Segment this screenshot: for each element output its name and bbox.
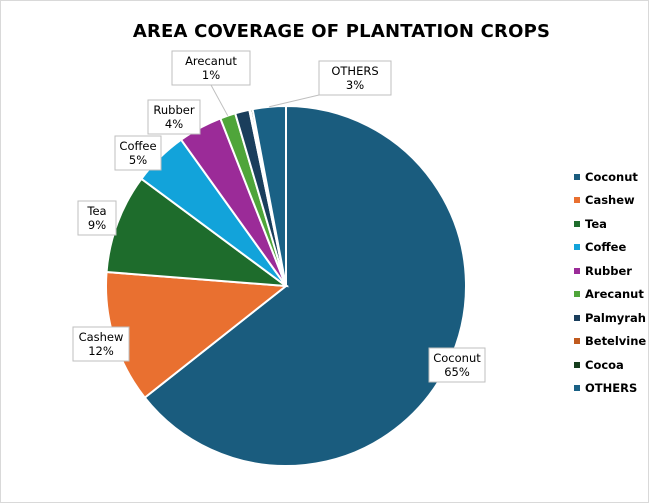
pie-slices [105, 104, 467, 467]
legend-item-tea: Tea [574, 212, 646, 236]
data-label-box [72, 326, 130, 362]
legend-item-rubber: Rubber [574, 259, 646, 283]
data-label-box [428, 347, 486, 383]
pie-slice-tea [105, 177, 290, 288]
leader-line-arecanut [210, 84, 229, 116]
data-label-percent: 4% [165, 117, 183, 131]
legend-swatch [574, 267, 580, 274]
legend-label: Cashew [585, 193, 635, 208]
legend-swatch [574, 173, 580, 180]
legend-label: Rubber [585, 263, 632, 278]
legend-item-arecanut: Arecanut [574, 283, 646, 307]
data-label-percent: 12% [88, 344, 114, 358]
leader-lines [210, 84, 320, 116]
legend-label: Coconut [585, 169, 638, 184]
data-label-name: Coconut [433, 351, 481, 365]
data-label-percent: 9% [88, 218, 106, 232]
legend-label: Cocoa [585, 357, 624, 372]
data-label-box [114, 135, 162, 171]
legend-label: Palmyrah [585, 310, 646, 325]
data-label-box [318, 60, 392, 96]
legend-label: Arecanut [585, 287, 644, 302]
data-labels: Coconut65%Cashew12%Tea9%Coffee5%Rubber4%… [72, 50, 486, 383]
legend-swatch [574, 338, 580, 345]
legend-swatch [574, 291, 580, 298]
legend-label: Betelvine [585, 334, 647, 349]
data-label-name: Tea [86, 204, 106, 218]
legend-label: OTHERS [585, 381, 638, 396]
data-label-name: Arecanut [185, 54, 237, 68]
data-label-box [171, 50, 251, 86]
legend-swatch [574, 361, 580, 368]
data-label-percent: 1% [202, 68, 220, 82]
pie-slice-others [251, 104, 287, 287]
legend-item-betelvine: Betelvine [574, 330, 646, 354]
data-label-box [77, 200, 117, 236]
legend-item-palmyrah: Palmyrah [574, 306, 646, 330]
leader-line-others [269, 94, 320, 108]
data-label-name: Cashew [79, 330, 124, 344]
legend-swatch [574, 220, 580, 227]
legend-item-others: OTHERS [574, 377, 646, 401]
data-label-percent: 3% [346, 78, 364, 92]
legend-label: Tea [585, 216, 607, 231]
legend-item-coconut: Coconut [574, 165, 646, 189]
data-label-name: Coffee [119, 139, 156, 153]
legend-swatch [574, 385, 580, 392]
legend-swatch [574, 314, 580, 321]
legend-item-coffee: Coffee [574, 236, 646, 260]
data-label-name: Rubber [153, 103, 194, 117]
data-label-box [147, 99, 201, 135]
chart-title: AREA COVERAGE OF PLANTATION CROPS [132, 21, 551, 42]
data-label-name: OTHERS [331, 64, 378, 78]
legend-label: Coffee [585, 240, 627, 255]
legend-item-cocoa: Cocoa [574, 353, 646, 377]
data-label-percent: 65% [444, 365, 470, 379]
legend: Coconut Cashew Tea Coffee Rubber Arecanut Palm… [574, 165, 646, 400]
legend-swatch [574, 197, 580, 204]
legend-item-cashew: Cashew [574, 189, 646, 213]
legend-swatch [574, 244, 580, 251]
data-label-percent: 5% [129, 153, 147, 167]
